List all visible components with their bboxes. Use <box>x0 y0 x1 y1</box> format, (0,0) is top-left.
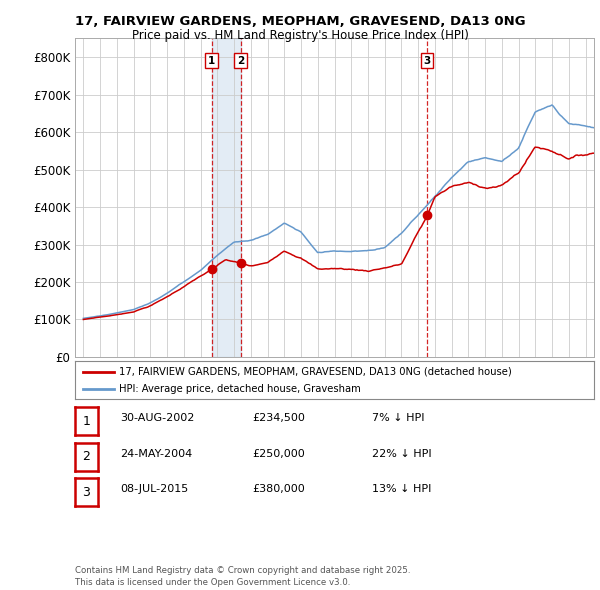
Text: 7% ↓ HPI: 7% ↓ HPI <box>372 414 425 423</box>
Bar <box>212 38 241 357</box>
Text: Contains HM Land Registry data © Crown copyright and database right 2025.
This d: Contains HM Land Registry data © Crown c… <box>75 566 410 587</box>
Text: 2: 2 <box>82 450 91 463</box>
Text: 3: 3 <box>423 56 431 66</box>
Text: 17, FAIRVIEW GARDENS, MEOPHAM, GRAVESEND, DA13 0NG: 17, FAIRVIEW GARDENS, MEOPHAM, GRAVESEND… <box>74 15 526 28</box>
Text: Price paid vs. HM Land Registry's House Price Index (HPI): Price paid vs. HM Land Registry's House … <box>131 30 469 42</box>
Text: 17, FAIRVIEW GARDENS, MEOPHAM, GRAVESEND, DA13 0NG (detached house): 17, FAIRVIEW GARDENS, MEOPHAM, GRAVESEND… <box>119 367 512 377</box>
Text: HPI: Average price, detached house, Gravesham: HPI: Average price, detached house, Grav… <box>119 384 361 394</box>
Text: 22% ↓ HPI: 22% ↓ HPI <box>372 449 431 458</box>
Text: 3: 3 <box>82 486 91 499</box>
Text: 30-AUG-2002: 30-AUG-2002 <box>120 414 194 423</box>
Text: 13% ↓ HPI: 13% ↓ HPI <box>372 484 431 494</box>
Text: £380,000: £380,000 <box>252 484 305 494</box>
Text: 24-MAY-2004: 24-MAY-2004 <box>120 449 192 458</box>
Text: 2: 2 <box>237 56 244 66</box>
Text: 1: 1 <box>82 415 91 428</box>
Text: 08-JUL-2015: 08-JUL-2015 <box>120 484 188 494</box>
Text: £250,000: £250,000 <box>252 449 305 458</box>
Text: 1: 1 <box>208 56 215 66</box>
Text: £234,500: £234,500 <box>252 414 305 423</box>
